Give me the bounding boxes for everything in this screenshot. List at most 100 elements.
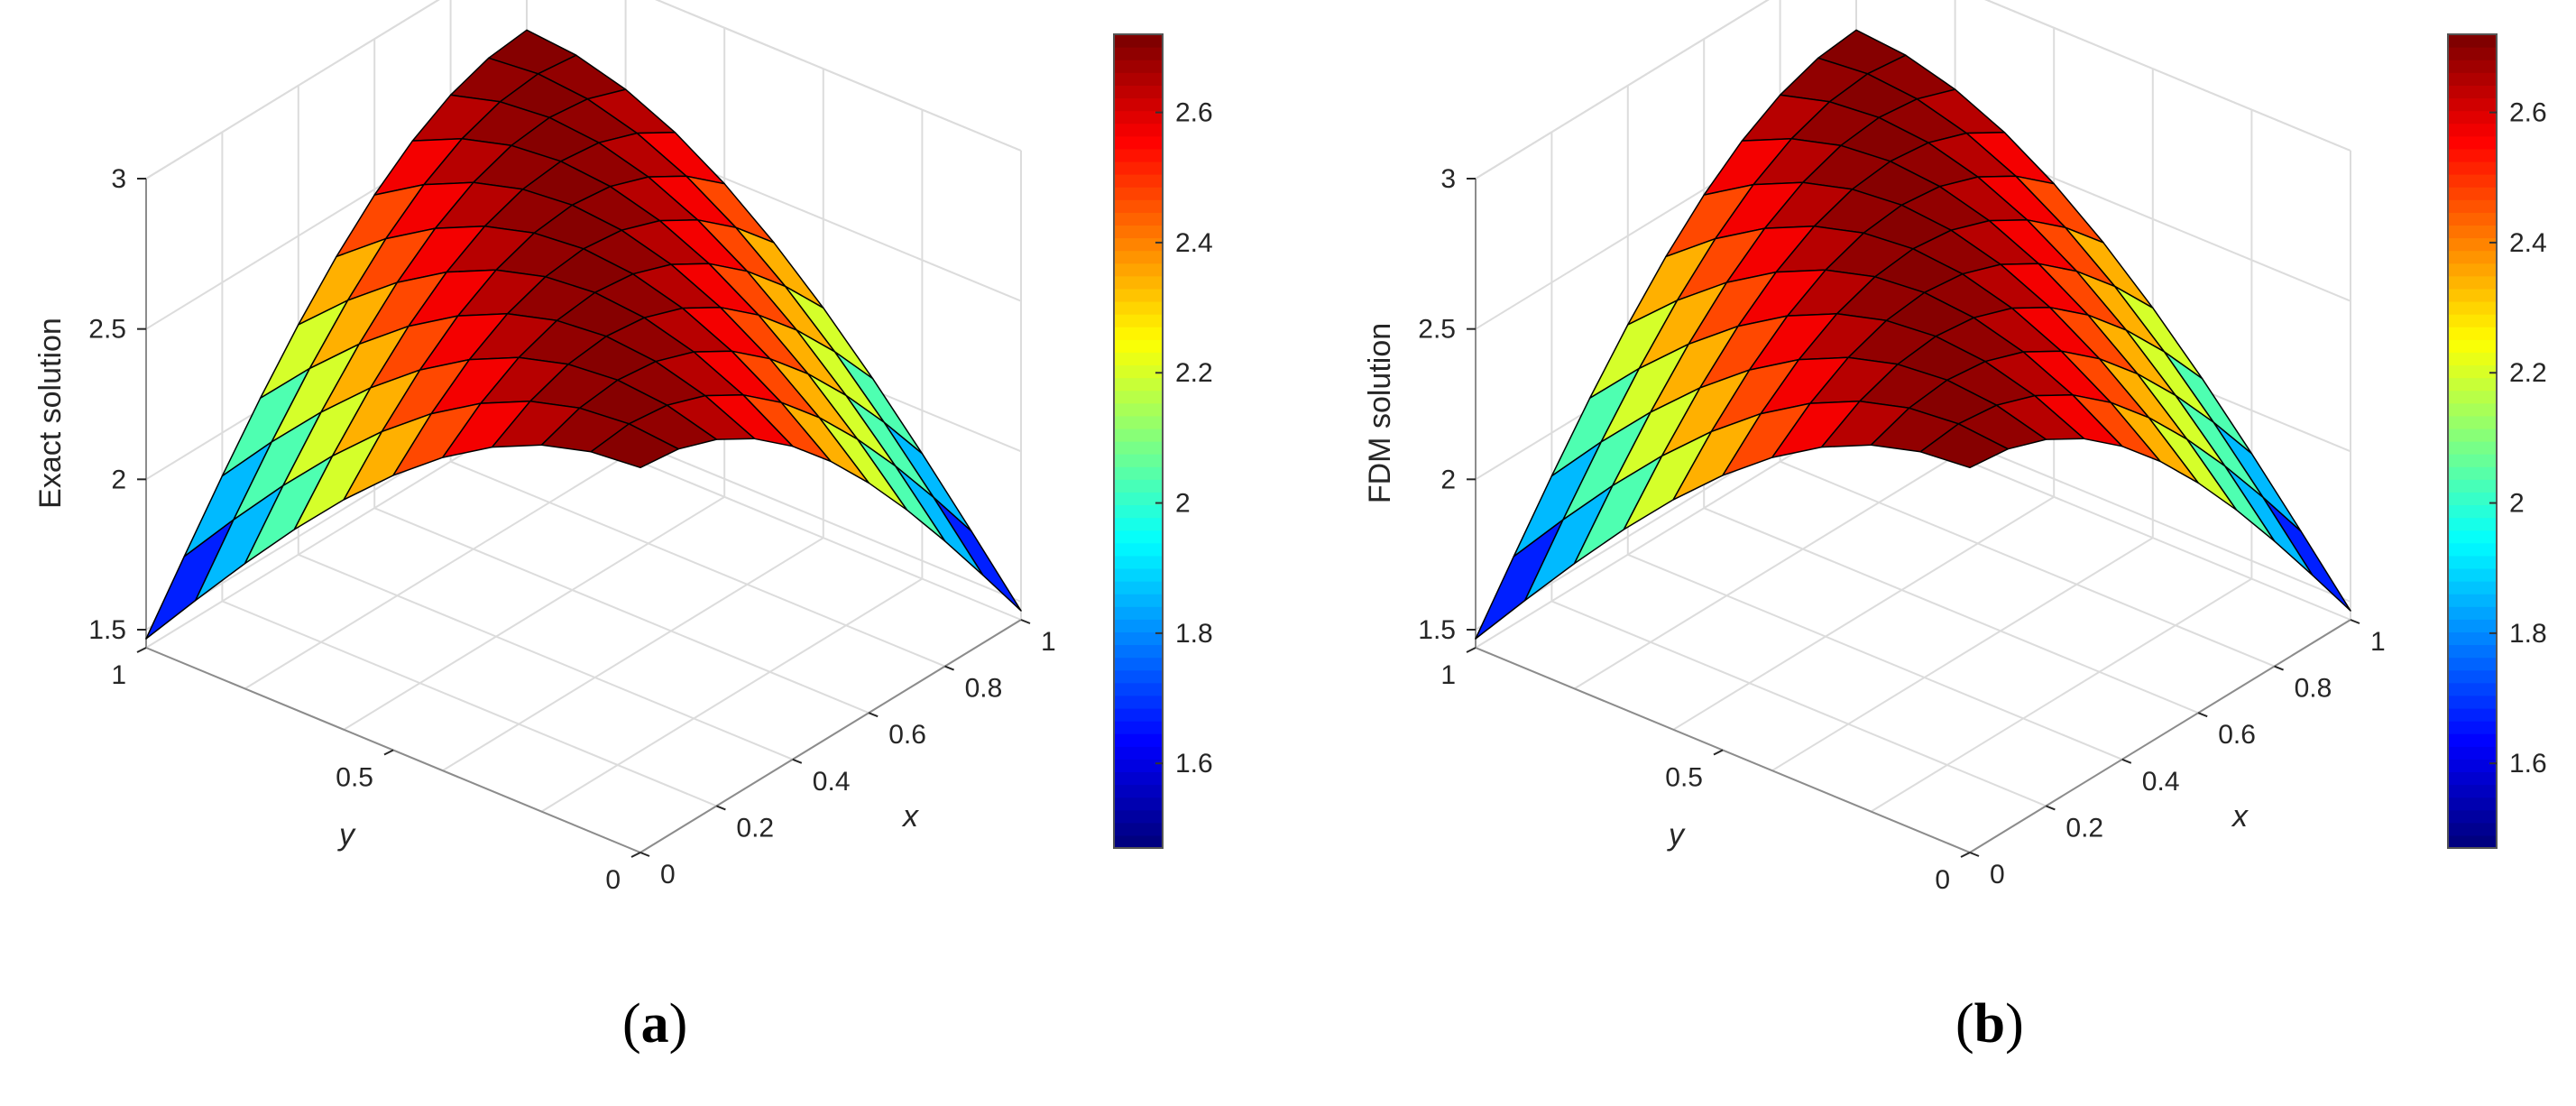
colorbar-segment — [1114, 809, 1163, 824]
colorbar-segment — [2448, 594, 2497, 607]
colorbar-segment — [2448, 47, 2497, 60]
colorbar-segment — [2448, 746, 2497, 760]
x-tick — [1020, 619, 1031, 624]
y-tick-label: 0 — [605, 865, 621, 895]
grid-line-y — [442, 69, 824, 772]
colorbar-segment — [1114, 555, 1163, 569]
colorbar-segment — [1114, 123, 1163, 137]
z-tick-label: 2.5 — [88, 315, 126, 345]
colorbar-segment — [2448, 174, 2497, 188]
grid-line-z — [145, 0, 1022, 180]
colorbar-segment — [2448, 721, 2497, 734]
x-tick-label: 0.8 — [965, 674, 1003, 704]
colorbar-segment — [2448, 504, 2497, 519]
x-tick — [2197, 712, 2208, 718]
colorbar-segment — [2448, 517, 2497, 531]
colorbar-segment — [2448, 454, 2497, 467]
colorbar-segment — [1114, 225, 1163, 239]
colorbar-tick-label: 2.6 — [2509, 98, 2547, 128]
colorbar-segment — [1114, 644, 1163, 659]
z-tick-label: 3 — [1440, 164, 1456, 194]
colorbar-segment — [1114, 60, 1163, 73]
colorbar-segment — [1114, 441, 1163, 455]
colorbar-ticks: 1.6 1.8 2 2.2 2.4 2.6 — [1155, 98, 1213, 779]
colorbar-segment — [2448, 733, 2497, 747]
x-axis-line — [1969, 619, 2351, 853]
colorbar-segment — [2448, 466, 2497, 480]
colorbar-segment — [1114, 492, 1163, 506]
colorbar-segment — [1114, 110, 1163, 124]
colorbar-segment — [2448, 314, 2497, 327]
colorbar-segment — [1114, 517, 1163, 531]
colorbar-tick-label: 2.2 — [2509, 358, 2547, 388]
y-tick-label: 1 — [111, 660, 126, 690]
axis-labels: x y Exact solution — [33, 318, 919, 852]
x-tick — [2274, 665, 2284, 671]
colorbar-segment — [1114, 212, 1163, 226]
colorbar-segment — [2448, 555, 2497, 569]
colorbar-segment — [1114, 771, 1163, 786]
colorbar-segment — [1114, 428, 1163, 442]
colorbar-segment — [2448, 492, 2497, 506]
colorbar-segment — [2448, 237, 2497, 252]
colorbar-segment — [1114, 797, 1163, 811]
colorbar-segment — [2448, 390, 2497, 404]
colorbar-segment — [2448, 263, 2497, 277]
x-tick-label: 0.2 — [2065, 813, 2103, 843]
colorbar-segment — [1114, 759, 1163, 773]
colorbar-segment — [1114, 567, 1163, 582]
surface — [145, 29, 1022, 640]
surface — [1475, 29, 2351, 640]
colorbar-segment — [1114, 746, 1163, 760]
colorbar-segment — [1114, 594, 1163, 607]
x-tick-label: 0 — [660, 860, 676, 889]
colorbar-segment — [2448, 631, 2497, 646]
colorbar-segment — [2448, 581, 2497, 594]
colorbar-segment — [2448, 148, 2497, 162]
colorbar-segment — [2448, 415, 2497, 429]
x-tick-label: 0.4 — [2142, 767, 2180, 797]
colorbar-segment — [1114, 327, 1163, 340]
colorbar-segment — [2448, 34, 2497, 48]
grid-line-y — [1771, 69, 2154, 772]
surface-patch — [2262, 496, 2351, 612]
surface-patch — [1919, 423, 2009, 469]
colorbar-segment — [1114, 619, 1163, 633]
colorbar-segment — [2448, 300, 2497, 315]
colorbar-segment — [1114, 733, 1163, 747]
colorbar-segment — [1114, 339, 1163, 353]
colorbar-segment — [2448, 327, 2497, 340]
x-tick — [2350, 619, 2360, 624]
colorbar-segment — [2448, 797, 2497, 811]
colorbar-segment — [1114, 250, 1163, 264]
axis-labels: x y FDM solution — [1363, 323, 2249, 853]
colorbar-segment — [1114, 606, 1163, 620]
colorbar-segment — [2448, 85, 2497, 99]
x-tick-label: 1 — [1041, 627, 1056, 657]
y-tick-label: 0.5 — [336, 763, 373, 793]
colorbar-segment — [1114, 402, 1163, 417]
colorbar-segment — [1114, 135, 1163, 150]
y-tick — [136, 647, 147, 653]
colorbar-segment — [1114, 199, 1163, 213]
colorbar-ticks: 1.6 1.8 2 2.2 2.4 2.6 — [2489, 98, 2547, 779]
colorbar-segment — [1114, 47, 1163, 60]
x-tick-label: 1 — [2370, 627, 2386, 657]
z-tick-label: 3 — [111, 164, 126, 194]
colorbar-segment — [1114, 237, 1163, 252]
y-axis-label: y — [1667, 818, 1686, 853]
x-tick — [639, 852, 650, 857]
colorbar-frame — [2447, 33, 2498, 849]
colorbar-segment — [1114, 377, 1163, 392]
x-axis-label: x — [901, 799, 919, 834]
z-tick-label: 2.5 — [1418, 315, 1456, 345]
colorbar-segment — [1114, 263, 1163, 277]
colorbar-segment — [1114, 161, 1163, 175]
z-tick-label: 2 — [1440, 465, 1456, 494]
colorbar-segment — [1114, 300, 1163, 315]
colorbar-segment — [2448, 542, 2497, 557]
colorbar-segment — [2448, 339, 2497, 353]
colorbar-segment — [2448, 250, 2497, 264]
colorbar-segment — [1114, 174, 1163, 188]
